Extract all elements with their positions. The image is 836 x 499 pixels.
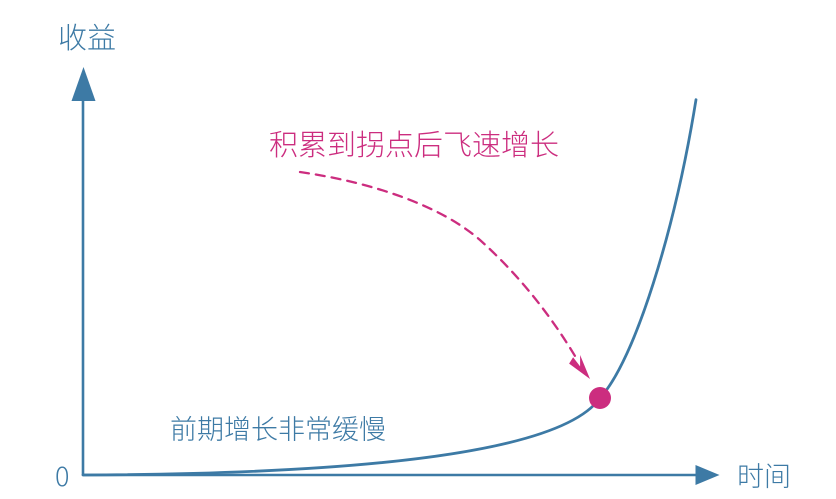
svg-text:收益: 收益 — [58, 15, 116, 57]
svg-text:0: 0 — [55, 455, 69, 494]
svg-text:前期增长非常缓慢: 前期增长非常缓慢 — [170, 408, 386, 447]
svg-text:时间: 时间 — [737, 455, 791, 494]
svg-text:积累到拐点后飞速增长: 积累到拐点后飞速增长 — [269, 122, 559, 164]
